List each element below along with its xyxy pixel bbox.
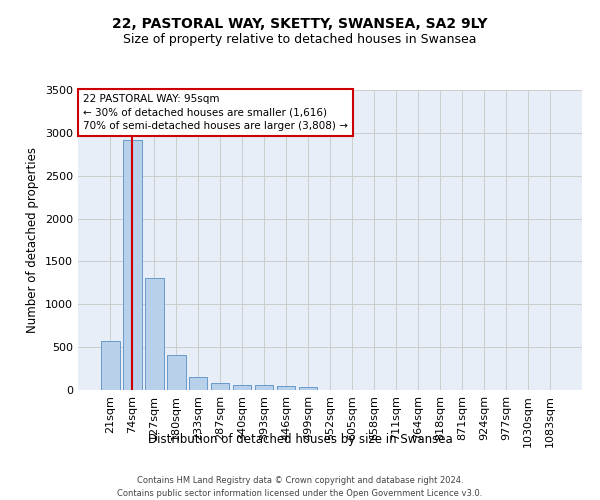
Text: Distribution of detached houses by size in Swansea: Distribution of detached houses by size …	[148, 432, 452, 446]
Bar	[189, 376, 208, 390]
Text: 22, PASTORAL WAY, SKETTY, SWANSEA, SA2 9LY: 22, PASTORAL WAY, SKETTY, SWANSEA, SA2 9…	[112, 18, 488, 32]
Bar	[277, 386, 295, 390]
Bar	[255, 386, 274, 390]
Text: Contains public sector information licensed under the Open Government Licence v3: Contains public sector information licen…	[118, 489, 482, 498]
Bar	[167, 355, 185, 390]
Text: 22 PASTORAL WAY: 95sqm
← 30% of detached houses are smaller (1,616)
70% of semi-: 22 PASTORAL WAY: 95sqm ← 30% of detached…	[83, 94, 348, 131]
Text: Size of property relative to detached houses in Swansea: Size of property relative to detached ho…	[123, 32, 477, 46]
Y-axis label: Number of detached properties: Number of detached properties	[26, 147, 40, 333]
Bar	[233, 385, 251, 390]
Bar	[123, 140, 142, 390]
Bar	[145, 278, 164, 390]
Text: Contains HM Land Registry data © Crown copyright and database right 2024.: Contains HM Land Registry data © Crown c…	[137, 476, 463, 485]
Bar	[211, 383, 229, 390]
Bar	[101, 341, 119, 390]
Bar	[299, 386, 317, 390]
